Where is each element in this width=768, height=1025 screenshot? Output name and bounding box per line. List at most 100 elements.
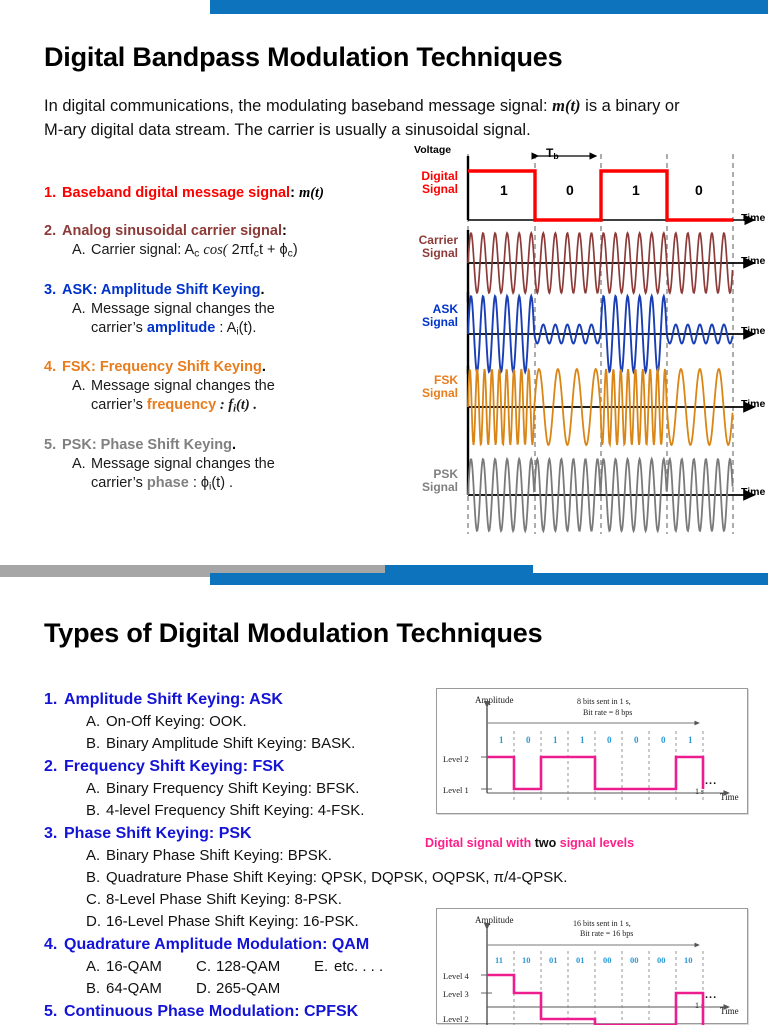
sub-text: Quadrature Phase Shift Keying: QPSK, DQP…: [106, 869, 568, 886]
list-subitem: A. On-Off Keying: OOK.: [44, 711, 664, 733]
waveform-diagram: Digital Signal Carrier Signal ASK Signal…: [396, 142, 768, 542]
list-number: 4.: [44, 936, 58, 953]
list-subitem: A. Message signal changes the carrier’s f…: [44, 377, 394, 419]
psk-waveform: [467, 456, 734, 534]
ytick-level-2: Level 2: [443, 754, 469, 764]
list-heading-text: Frequency Shift Keying: FSK: [64, 758, 285, 775]
sub-keyword-phase: phase: [146, 474, 189, 491]
symbol-label-2: 01: [549, 955, 558, 965]
sub-script-c3: c: [287, 248, 293, 260]
digital-waveform: [468, 169, 733, 222]
sub-letter: A.: [86, 958, 101, 975]
list-subitem: D. 16-Level Phase Shift Keying: 16-PSK.: [44, 911, 664, 933]
note-line2: Bit rate = 16 bps: [580, 929, 634, 938]
list-item-heading: 4. Quadrature Amplitude Modulation: QAM: [44, 933, 664, 956]
list-subitem: A. Message signal changes the carrier’s a…: [44, 300, 394, 342]
sub-letter: A.: [72, 378, 86, 395]
list-item-heading: 1. Baseband digital message signal: m(t): [44, 183, 394, 203]
waveform-label-line1: FSK: [434, 373, 458, 387]
sub-line2: carrier’s frequency : fi(t) .: [72, 396, 394, 419]
list-item-psk: 5. PSK: Phase Shift Keying. A. Message sig…: [44, 435, 394, 497]
list-number: 1.: [44, 691, 58, 708]
list-heading-text: Baseband digital message signal: [62, 185, 291, 201]
list-heading-text: Amplitude Shift Keying: ASK: [64, 691, 283, 708]
sub-script-i: i: [233, 403, 237, 415]
sub-text: 64-QAM: [106, 980, 162, 997]
symbol-label-5: 00: [630, 955, 639, 965]
bit-label-4: 0: [607, 735, 612, 745]
waveform-label-line2: Signal: [421, 182, 458, 196]
bit-label-2: 1: [553, 735, 558, 745]
note-line1: 8 bits sent in 1 s,: [577, 697, 631, 706]
list-item-carrier: 2. Analog sinusoidal carrier signal: A. Ca…: [44, 221, 394, 264]
bit-label-7: 1: [688, 735, 693, 745]
list-heading-punct: :: [290, 185, 295, 201]
list-subitem: B. Quadrature Phase Shift Keying: QPSK, D…: [44, 867, 664, 889]
axis-label-amplitude: Amplitude: [475, 695, 514, 705]
bit-value-3: 0: [695, 182, 703, 198]
sub-line1: Message signal changes the: [91, 300, 275, 317]
sub-text: On-Off Keying: OOK.: [106, 713, 247, 730]
list-number: 2.: [44, 758, 58, 775]
ytick-level-1: Level 1: [443, 785, 469, 795]
list-number: 4.: [44, 359, 57, 376]
ask-waveform: [467, 293, 734, 375]
list-heading-text: Phase Shift Keying: PSK: [64, 825, 252, 842]
list-item-heading: 4. FSK: Frequency Shift Keying.: [44, 357, 394, 377]
time-marker-1s: 1 s: [695, 1001, 705, 1010]
page-title-slide1: Digital Bandpass Modulation Techniques: [44, 42, 563, 72]
sub-line2-end: (t) .: [236, 397, 257, 414]
sub-text: Binary Phase Shift Keying: BPSK.: [106, 847, 332, 864]
list-item-ask: 1. Amplitude Shift Keying: ASK A. On-Off K…: [44, 688, 664, 755]
sub-letter: A.: [86, 713, 101, 730]
fsk-waveform: [467, 366, 734, 448]
sub-line2-end: (t) .: [211, 474, 234, 491]
note-line2: Bit rate = 8 bps: [583, 708, 633, 717]
list-item-heading: 2. Analog sinusoidal carrier signal:: [44, 221, 394, 241]
sub-text: 8-Level Phase Shift Keying: 8-PSK.: [106, 891, 342, 908]
list-item-heading: 5. PSK: Phase Shift Keying.: [44, 435, 394, 455]
sub-letter: C.: [196, 958, 211, 975]
sub-line2: carrier’s phase : ϕi(t) .: [72, 474, 394, 497]
list-subitem: B. 64-QAM D. 265-QAM: [44, 978, 664, 1000]
waveform-label-line2: Signal: [421, 246, 458, 260]
list-heading-text: Continuous Phase Modulation: CPFSK: [64, 1003, 359, 1020]
note-line1: 16 bits sent in 1 s,: [573, 919, 631, 928]
figure-two-level-digital-signal: Amplitude 8 bits sent in 1 s, Bit rate =…: [436, 688, 748, 814]
sub-line2-pre: carrier’s: [91, 397, 147, 414]
list-item-cpfsk: 5. Continuous Phase Modulation: CPFSK: [44, 1000, 664, 1023]
accent-bar-blue-lower: [210, 573, 768, 585]
figure-a-gridlines: [513, 731, 704, 801]
waveform-label-line1: Digital: [421, 169, 458, 183]
sub-letter: D.: [86, 913, 101, 930]
waveform-label-fsk: FSK Signal: [396, 374, 458, 400]
sub-line2-pre: carrier’s: [91, 474, 147, 491]
sub-letter: B.: [86, 735, 101, 752]
sub-math-cos: cos(: [203, 242, 228, 258]
sub-text: 4-level Frequency Shift Keying: 4-FSK.: [106, 802, 365, 819]
list-subitem: A. Binary Phase Shift Keying: BPSK.: [44, 845, 664, 867]
sub-line2-post: : f: [216, 397, 234, 414]
sub-text: 265-QAM: [216, 980, 281, 997]
sub-text: Binary Frequency Shift Keying: BFSK.: [106, 780, 360, 797]
bit-label-3: 1: [580, 735, 585, 745]
figure-b-svg: [481, 923, 731, 1025]
list-item-heading: 5. Continuous Phase Modulation: CPFSK: [44, 1000, 664, 1023]
slide-digital-bandpass-modulation: Digital Bandpass Modulation Techniques I…: [44, 0, 768, 542]
list-heading-punct: .: [232, 436, 237, 453]
list-number: 5.: [44, 436, 57, 453]
sub-letter: A.: [72, 300, 86, 317]
list-number: 3.: [44, 825, 58, 842]
list-item-qam: 4. Quadrature Amplitude Modulation: QAM A…: [44, 933, 664, 1000]
bit-label-5: 0: [634, 735, 639, 745]
qam-cell: D. 265-QAM: [196, 978, 314, 1000]
sub-line2-post: : ϕ: [188, 474, 210, 491]
figure-caption-two-levels: Digital signal with two signal levels: [425, 836, 634, 850]
symbol-label-3: 01: [576, 955, 585, 965]
figure-four-level-digital-signal: Amplitude 16 bits sent in 1 s, Bit rate …: [436, 908, 748, 1025]
sub-keyword-amplitude: amplitude: [146, 319, 216, 336]
sub-math-2pift: 2πf: [231, 242, 254, 258]
symbol-label-1: 10: [522, 955, 531, 965]
figure-b-gridlines: [513, 951, 704, 1025]
sub-text: 16-Level Phase Shift Keying: 16-PSK.: [106, 913, 359, 930]
